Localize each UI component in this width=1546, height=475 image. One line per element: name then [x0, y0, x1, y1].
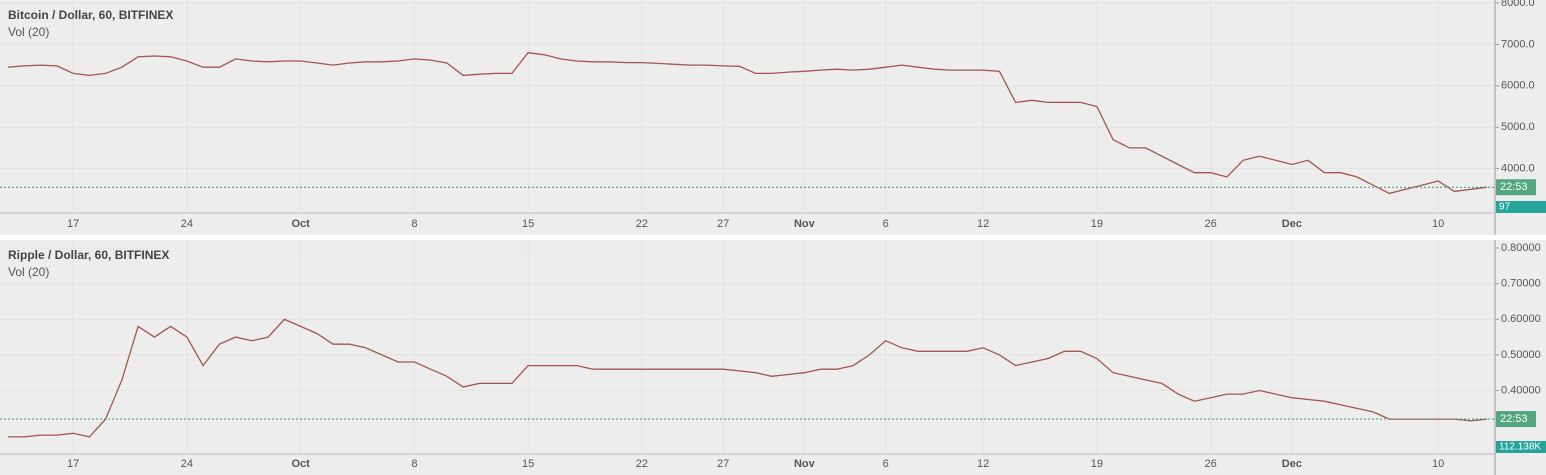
- x-tick-label: Nov: [794, 218, 816, 230]
- x-tick-label: Dec: [1282, 218, 1302, 230]
- chart-subtitle: Vol (20): [8, 265, 49, 279]
- y-tick-label: 0.60000: [1501, 313, 1541, 325]
- x-tick-label: 17: [67, 458, 79, 470]
- x-tick-label: 17: [67, 218, 79, 230]
- x-tick-label: 22: [636, 458, 648, 470]
- x-tick-label: 10: [1432, 458, 1444, 470]
- x-tick-label: 19: [1091, 458, 1103, 470]
- volume-badge: [1496, 441, 1546, 453]
- y-tick-label: 5000.0: [1501, 121, 1535, 133]
- x-tick-label: Oct: [291, 458, 310, 470]
- x-tick-label: 27: [717, 218, 729, 230]
- chart-subtitle: Vol (20): [8, 25, 49, 39]
- x-tick-label: 26: [1205, 218, 1217, 230]
- volume-badge: [1496, 201, 1546, 213]
- price-line: [8, 318, 1487, 438]
- countdown-badge: [1496, 411, 1536, 428]
- pane-background: [0, 0, 1546, 235]
- chart-title: Bitcoin / Dollar, 60, BITFINEX: [8, 8, 173, 22]
- x-tick-label: 19: [1091, 218, 1103, 230]
- x-tick-label: 8: [411, 218, 417, 230]
- volume-label: 112.138K: [1499, 442, 1541, 453]
- y-tick-label: 8000.0: [1501, 0, 1535, 9]
- y-tick-label: 0.40000: [1501, 384, 1541, 396]
- x-tick-label: Oct: [291, 218, 310, 230]
- x-tick-label: Nov: [794, 458, 816, 470]
- x-tick-label: 15: [522, 218, 534, 230]
- x-tick-label: 15: [522, 458, 534, 470]
- x-tick-label: 12: [977, 458, 989, 470]
- x-tick-label: 12: [977, 218, 989, 230]
- volume-label: 97: [1499, 202, 1511, 213]
- x-tick-label: 22: [636, 218, 648, 230]
- x-tick-label: 26: [1205, 458, 1217, 470]
- countdown-badge: [1496, 179, 1536, 196]
- pane-background: [0, 240, 1546, 475]
- x-tick-label: 10: [1432, 218, 1444, 230]
- countdown: 22:53: [1500, 413, 1528, 425]
- x-tick-label: 24: [181, 458, 193, 470]
- countdown: 22:53: [1500, 181, 1528, 193]
- y-tick-label: 0.80000: [1501, 242, 1541, 254]
- x-tick-label: Dec: [1282, 458, 1302, 470]
- x-tick-label: 6: [883, 218, 889, 230]
- chart-title: Ripple / Dollar, 60, BITFINEX: [8, 248, 169, 262]
- y-tick-label: 4000.0: [1501, 163, 1535, 175]
- x-tick-label: 27: [717, 458, 729, 470]
- y-tick-label: 7000.0: [1501, 38, 1535, 50]
- x-tick-label: 24: [181, 218, 193, 230]
- y-tick-label: 6000.0: [1501, 80, 1535, 92]
- x-tick-label: 8: [411, 458, 417, 470]
- y-tick-label: 0.50000: [1501, 349, 1541, 361]
- y-tick-label: 0.70000: [1501, 278, 1541, 290]
- price-line: [8, 52, 1487, 195]
- x-tick-label: 6: [883, 458, 889, 470]
